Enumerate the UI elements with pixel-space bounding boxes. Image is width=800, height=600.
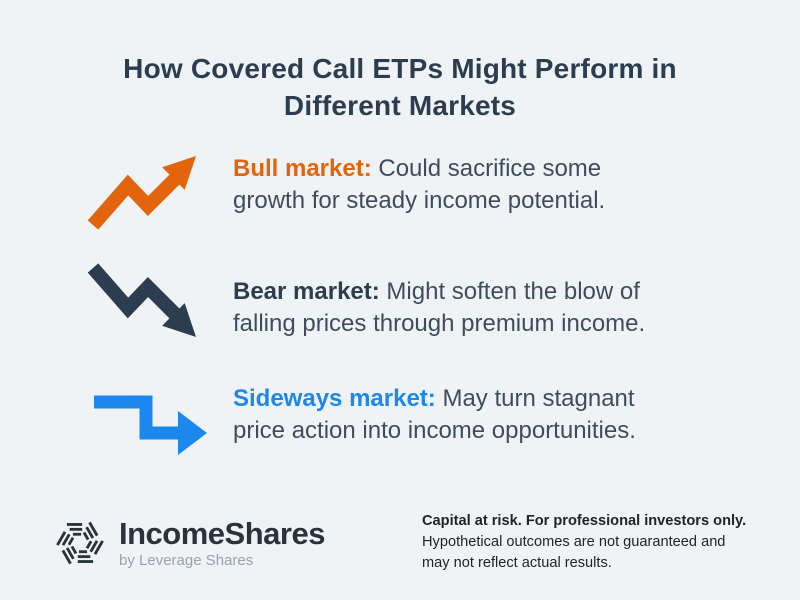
disclaimer-bold-line: Capital at risk. For professional invest… [422, 513, 747, 529]
disclaimer: Capital at risk. For professional invest… [422, 511, 772, 574]
brand-name: IncomeShares [119, 516, 325, 551]
page-title: How Covered Call ETPs Might Perform in D… [0, 50, 800, 124]
brand-tagline: by Leverage Shares [119, 552, 254, 569]
bull-market-desc-line2: growth for steady income potential. [233, 187, 606, 214]
bull-market-desc-line1: Could sacrifice some [378, 155, 602, 182]
bull-trend-up-arrow-icon [88, 149, 200, 231]
bear-market-label: Bear market: [233, 278, 380, 305]
bear-market-desc-line2: falling prices through premium income. [233, 310, 646, 337]
sideways-market-desc-line2: price action into income opportunities. [233, 417, 636, 444]
sideways-market-desc-line1: May turn stagnant [442, 385, 635, 412]
sideways-market-description: Sideways market: May turn stagnant price… [233, 383, 753, 447]
sideways-step-right-arrow-icon [90, 388, 208, 456]
disclaimer-line-3: may not reflect actual results. [422, 555, 612, 571]
incomeshares-logo-icon [56, 519, 104, 567]
footer-brand: IncomeShares by Leverage Shares [56, 517, 325, 569]
title-line-1: How Covered Call ETPs Might Perform in [123, 52, 677, 84]
title-line-2: Different Markets [283, 89, 517, 121]
bull-market-label: Bull market: [233, 155, 372, 182]
bear-market-desc-line1: Might soften the blow of [386, 278, 640, 305]
bear-market-description: Bear market: Might soften the blow of fa… [233, 276, 753, 340]
bull-market-description: Bull market: Could sacrifice some growth… [233, 153, 753, 217]
bear-trend-down-arrow-icon [88, 262, 200, 344]
sideways-market-label: Sideways market: [233, 385, 436, 412]
disclaimer-line-2: Hypothetical outcomes are not guaranteed… [422, 534, 726, 550]
